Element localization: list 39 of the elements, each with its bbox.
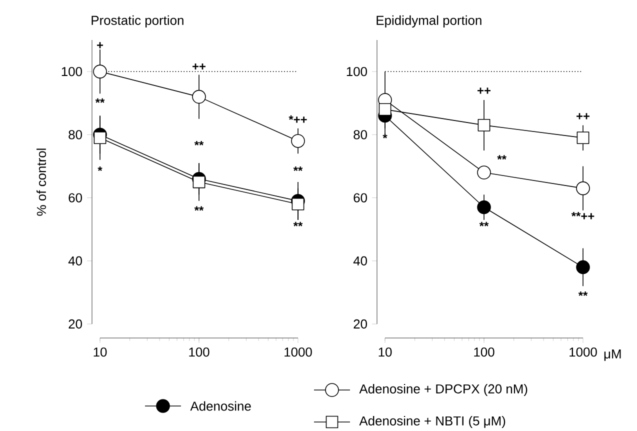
- annotation: ++: [576, 113, 590, 120]
- chart-title: Epididymal portion: [376, 15, 482, 28]
- annotation: **: [497, 155, 506, 160]
- y-tick-label: 20: [354, 319, 367, 329]
- annotation: *++: [288, 115, 307, 123]
- y-tick-label: 80: [354, 130, 367, 140]
- annotation: **: [479, 222, 489, 226]
- annotation: **: [194, 206, 204, 211]
- annotation: *: [98, 166, 102, 171]
- annotation: +: [97, 42, 104, 48]
- y-tick-label: 60: [68, 193, 82, 202]
- annotation: ++: [478, 88, 491, 94]
- y-tick-label: 60: [354, 193, 367, 202]
- y-tick-label: 20: [68, 319, 82, 329]
- annotation: **: [95, 98, 105, 103]
- x-tick-label: 100: [189, 348, 210, 357]
- annotation: **++: [571, 212, 594, 220]
- y-tick-label: 100: [346, 66, 367, 76]
- chart-title: Prostatic portion: [92, 15, 184, 28]
- y-axis-title: % of control: [36, 148, 46, 216]
- legend-label: Adenosine: [190, 401, 251, 411]
- x-tick-label: 10: [94, 348, 107, 357]
- y-tick-label: 80: [68, 130, 82, 140]
- legend-label: Adenosine + DPCPX (20 nM): [359, 384, 528, 396]
- annotation: **: [578, 291, 588, 296]
- annotation: *: [382, 134, 388, 138]
- x-tick-label: 100: [474, 348, 494, 357]
- legend-label: Adenosine + NBTI (5 μM): [359, 416, 506, 428]
- annotation: **: [194, 140, 204, 146]
- x-tick-label: 10: [378, 348, 392, 357]
- annotation: **: [293, 166, 303, 171]
- x-axis-title: μM: [604, 350, 621, 361]
- annotation: ++: [192, 63, 206, 70]
- y-tick-label: 40: [353, 256, 367, 266]
- y-tick-label: 100: [62, 66, 82, 76]
- x-tick-label: 1000: [570, 348, 597, 357]
- x-tick-label: 1000: [284, 348, 312, 357]
- y-tick-label: 40: [68, 256, 82, 266]
- annotation: **: [293, 222, 303, 226]
